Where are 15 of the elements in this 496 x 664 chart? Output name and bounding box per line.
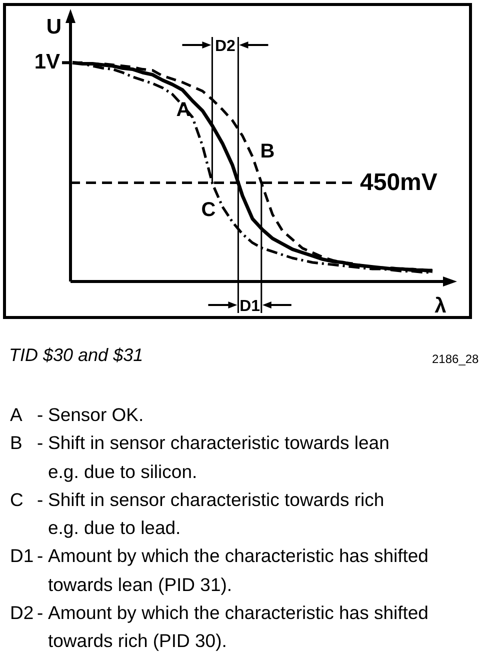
text: D1: [240, 298, 260, 315]
text: D2 - Amount by which the characteristic has shifted towards rich (PID 30).: [10, 601, 430, 654]
text: 1V: [34, 50, 60, 74]
text: D1 - Amount by which the characteristic has shifted towards lean (PID 31).: [10, 544, 430, 597]
text: A - Sensor OK.: [10, 403, 145, 427]
text: D2: [214, 38, 236, 55]
series-label: B: [260, 140, 275, 163]
text: B - Shift in sensor characteristic towards lean e.g. due to silicon.: [10, 431, 390, 484]
text: C - Shift in sensor characteristic towards rich e.g. due to lead.: [10, 488, 386, 540]
ref-line-label: 450mV: [360, 168, 438, 196]
y-axis-title: U: [46, 16, 62, 38]
x-axis-title: λ: [434, 294, 447, 318]
text: TID $30 and $31: [9, 344, 144, 366]
text: 2186_28: [432, 352, 479, 366]
series-label: C: [201, 198, 216, 221]
